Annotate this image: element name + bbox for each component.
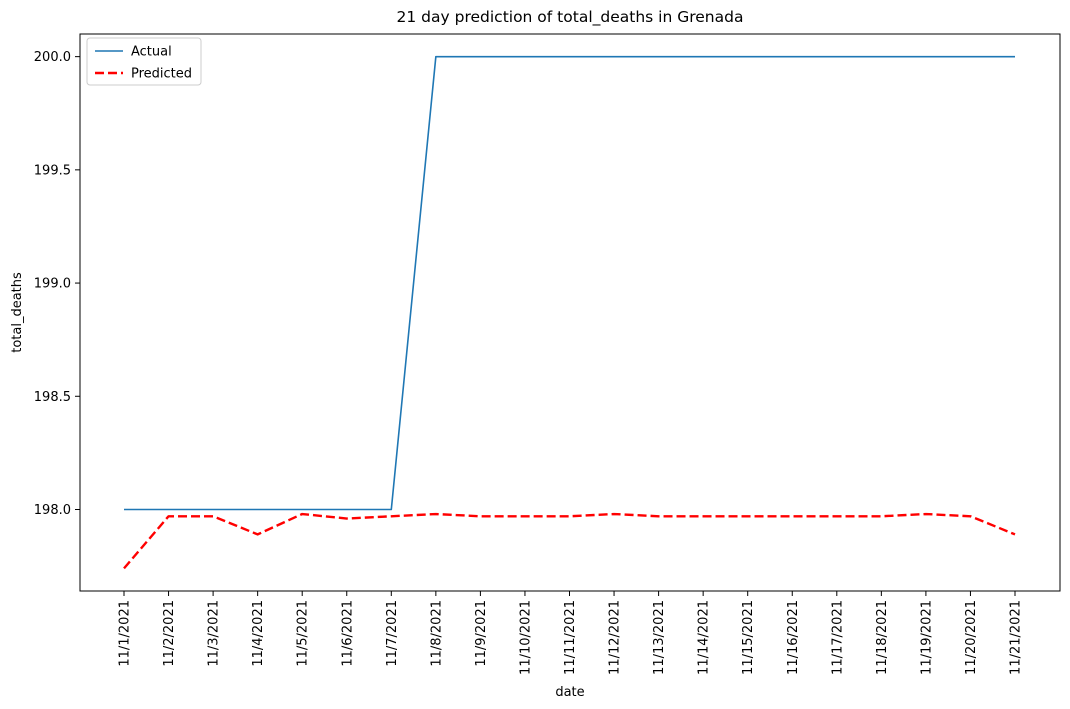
y-tick-label: 199.0 [34,277,71,292]
x-tick-label: 11/3/2021 [207,600,222,667]
x-tick-label: 11/6/2021 [340,600,355,667]
x-tick-label: 11/17/2021 [830,600,845,675]
x-tick-label: 11/19/2021 [919,600,934,675]
series-line-predicted [123,512,1016,570]
legend-label-actual: Actual [131,45,172,60]
x-tick-label: 11/10/2021 [518,600,533,675]
x-axis-label: date [555,685,584,700]
y-axis-label: total_deaths [10,272,25,353]
chart-title: 21 day prediction of total_deaths in Gre… [397,8,744,27]
plot-area: 11/1/2021 11/2/2021 11/3/2021 11/4/2021 11/5… [34,50,1024,675]
x-tick-label: 11/13/2021 [652,600,667,675]
y-tick-label: 198.5 [34,390,71,405]
x-tick-label: 11/18/2021 [875,600,890,675]
x-tick-label: 11/8/2021 [429,600,444,667]
x-tick-label: 11/11/2021 [563,600,578,675]
y-tick-label: 198.0 [34,503,71,518]
x-tick-label: 11/20/2021 [964,600,979,675]
series-line-actual [124,55,1015,511]
x-tick-label: 11/2/2021 [162,600,177,667]
x-tick-label: 11/14/2021 [697,600,712,675]
x-tick-label: 11/7/2021 [385,600,400,667]
x-tick-label: 11/4/2021 [251,600,266,667]
x-tick-label: 11/5/2021 [296,600,311,667]
x-tick-label: 11/16/2021 [786,600,801,675]
plot-frame [79,33,1061,592]
legend: Actual Predicted [86,37,202,86]
legend-label-predicted: Predicted [131,67,192,82]
x-tick-label: 11/15/2021 [741,600,756,675]
x-tick-label: 11/9/2021 [474,600,489,667]
x-tick-label: 11/1/2021 [118,600,133,667]
y-tick-label: 200.0 [34,50,71,65]
y-tick-label: 199.5 [34,163,71,178]
x-tick-label: 11/21/2021 [1009,600,1024,675]
x-tick-label: 11/12/2021 [608,600,623,675]
